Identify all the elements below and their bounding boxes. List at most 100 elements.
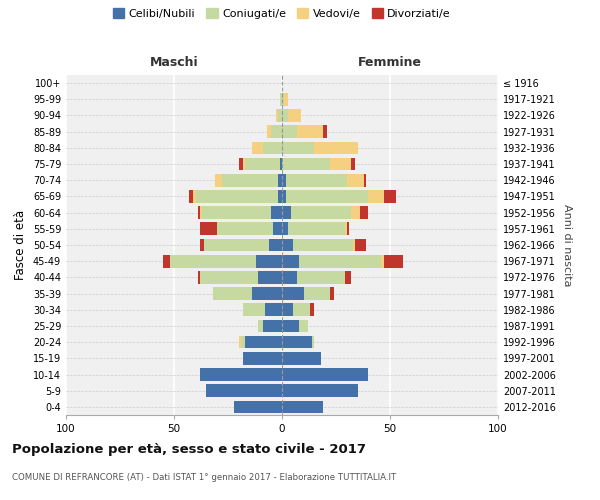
Bar bbox=[293, 238, 353, 252]
Bar bbox=[293, 304, 310, 316]
Bar bbox=[206, 384, 282, 397]
Bar bbox=[239, 336, 241, 348]
Text: Popolazione per età, sesso e stato civile - 2017: Popolazione per età, sesso e stato civil… bbox=[12, 442, 366, 456]
Bar bbox=[271, 126, 282, 138]
Bar bbox=[217, 222, 274, 235]
Bar bbox=[304, 288, 329, 300]
Bar bbox=[282, 288, 304, 300]
Bar bbox=[299, 320, 308, 332]
Bar bbox=[245, 158, 280, 170]
Bar bbox=[258, 271, 282, 283]
Bar bbox=[282, 206, 290, 219]
Bar bbox=[282, 142, 314, 154]
Bar bbox=[360, 206, 368, 219]
Bar bbox=[282, 336, 312, 348]
Bar bbox=[198, 271, 200, 283]
Bar bbox=[269, 238, 282, 252]
Bar bbox=[200, 206, 202, 219]
Bar bbox=[282, 400, 323, 413]
Bar bbox=[189, 190, 193, 202]
Bar bbox=[282, 384, 358, 397]
Bar bbox=[347, 222, 349, 235]
Bar bbox=[198, 206, 200, 219]
Bar bbox=[204, 238, 269, 252]
Bar bbox=[344, 222, 347, 235]
Bar bbox=[256, 255, 282, 268]
Bar bbox=[282, 109, 289, 122]
Bar bbox=[282, 304, 293, 316]
Bar bbox=[275, 109, 278, 122]
Bar bbox=[263, 142, 282, 154]
Legend: Celibi/Nubili, Coniugati/e, Vedovi/e, Divorziati/e: Celibi/Nubili, Coniugati/e, Vedovi/e, Di… bbox=[113, 8, 451, 19]
Bar bbox=[314, 142, 358, 154]
Text: COMUNE DI REFRANCORE (AT) - Dati ISTAT 1° gennaio 2017 - Elaborazione TUTTITALIA: COMUNE DI REFRANCORE (AT) - Dati ISTAT 1… bbox=[12, 472, 396, 482]
Bar bbox=[282, 126, 297, 138]
Bar bbox=[355, 238, 366, 252]
Bar bbox=[351, 158, 355, 170]
Bar bbox=[347, 174, 364, 186]
Bar bbox=[282, 174, 286, 186]
Bar bbox=[202, 206, 271, 219]
Bar bbox=[312, 336, 314, 348]
Bar bbox=[284, 93, 289, 106]
Bar bbox=[278, 190, 282, 202]
Bar bbox=[252, 288, 282, 300]
Bar bbox=[200, 271, 258, 283]
Bar bbox=[282, 190, 286, 202]
Bar bbox=[278, 174, 282, 186]
Bar bbox=[170, 255, 256, 268]
Text: Maschi: Maschi bbox=[149, 56, 199, 68]
Bar bbox=[267, 126, 271, 138]
Bar bbox=[263, 320, 282, 332]
Bar bbox=[310, 304, 314, 316]
Bar bbox=[196, 190, 278, 202]
Bar bbox=[299, 255, 382, 268]
Bar bbox=[193, 190, 196, 202]
Bar bbox=[221, 174, 278, 186]
Bar bbox=[289, 222, 344, 235]
Bar bbox=[282, 222, 289, 235]
Bar bbox=[213, 288, 252, 300]
Bar bbox=[353, 238, 355, 252]
Bar bbox=[271, 206, 282, 219]
Bar bbox=[252, 142, 263, 154]
Bar bbox=[329, 158, 351, 170]
Bar bbox=[241, 336, 245, 348]
Bar bbox=[382, 255, 383, 268]
Y-axis label: Fasce di età: Fasce di età bbox=[14, 210, 27, 280]
Bar bbox=[383, 255, 403, 268]
Bar bbox=[274, 222, 282, 235]
Y-axis label: Anni di nascita: Anni di nascita bbox=[562, 204, 572, 286]
Text: Femmine: Femmine bbox=[358, 56, 422, 68]
Bar bbox=[239, 158, 243, 170]
Bar bbox=[383, 190, 397, 202]
Bar bbox=[368, 190, 383, 202]
Bar bbox=[245, 336, 282, 348]
Bar bbox=[290, 206, 351, 219]
Bar bbox=[289, 109, 301, 122]
Bar bbox=[282, 93, 284, 106]
Bar bbox=[286, 190, 368, 202]
Bar bbox=[282, 352, 321, 364]
Bar bbox=[282, 271, 297, 283]
Bar bbox=[258, 320, 263, 332]
Bar bbox=[265, 304, 282, 316]
Bar bbox=[344, 271, 351, 283]
Bar bbox=[282, 238, 293, 252]
Bar bbox=[282, 320, 299, 332]
Bar bbox=[163, 255, 170, 268]
Bar bbox=[243, 304, 265, 316]
Bar bbox=[364, 174, 366, 186]
Bar bbox=[282, 158, 329, 170]
Bar bbox=[215, 174, 221, 186]
Bar bbox=[323, 126, 328, 138]
Bar bbox=[200, 238, 204, 252]
Bar bbox=[200, 222, 217, 235]
Bar bbox=[280, 93, 282, 106]
Bar bbox=[200, 368, 282, 381]
Bar bbox=[280, 158, 282, 170]
Bar bbox=[243, 352, 282, 364]
Bar bbox=[278, 109, 282, 122]
Bar bbox=[235, 400, 282, 413]
Bar bbox=[297, 271, 344, 283]
